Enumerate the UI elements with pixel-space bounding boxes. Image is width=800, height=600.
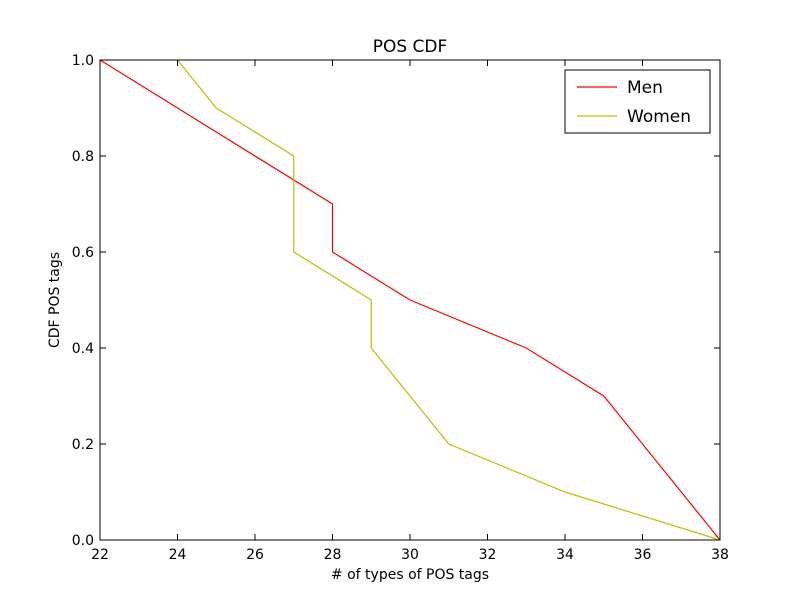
ticks-layer: 22 24 26 28 30 32 34 36 38 0.0 0.2 0.4 0.6 0.8 1.0 xyxy=(72,53,729,563)
x-tick-label: 26 xyxy=(246,547,264,563)
x-tick-label: 28 xyxy=(324,547,342,563)
x-tick-label: 30 xyxy=(401,547,419,563)
series-line-women xyxy=(177,59,721,541)
y-tick-label: 0.6 xyxy=(72,245,94,261)
chart-title: POS CDF xyxy=(373,37,448,57)
x-tick-label: 38 xyxy=(711,547,729,563)
x-tick-label: 32 xyxy=(479,547,497,563)
y-axis-label: CDF POS tags xyxy=(47,252,63,348)
x-tick-label: 34 xyxy=(556,547,574,563)
y-tick-label: 0.4 xyxy=(72,341,94,357)
legend: Men Women xyxy=(564,69,711,134)
x-tick-label: 22 xyxy=(91,547,109,563)
x-tick-label: 36 xyxy=(634,547,652,563)
series-line-men xyxy=(99,59,721,541)
plot-frame xyxy=(99,59,721,541)
legend-label-women: Women xyxy=(627,107,691,127)
x-axis-label: # of types of POS tags xyxy=(331,567,489,583)
y-tick-label: 0.8 xyxy=(72,149,94,165)
legend-label-men: Men xyxy=(627,78,663,98)
y-tick-label: 0.0 xyxy=(72,533,94,549)
legend-box xyxy=(564,69,711,134)
series-layer xyxy=(99,59,721,541)
x-tick-label: 24 xyxy=(169,547,187,563)
y-tick-label: 1.0 xyxy=(72,53,94,69)
y-tick-label: 0.2 xyxy=(72,437,94,453)
